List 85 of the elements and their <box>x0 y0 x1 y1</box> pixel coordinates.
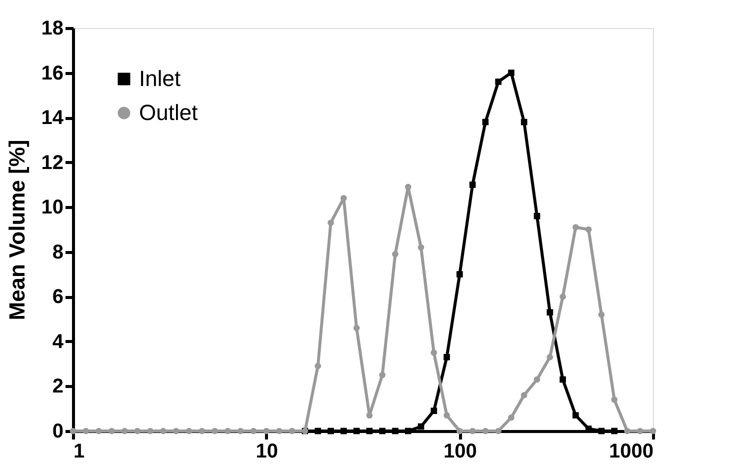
x-tick-label: 1 <box>74 440 85 462</box>
y-tick-label: 18 <box>41 18 64 40</box>
point <box>70 428 76 434</box>
point <box>508 70 514 76</box>
point <box>444 412 450 418</box>
point <box>379 372 386 378</box>
point <box>430 349 438 356</box>
point <box>404 184 412 190</box>
point <box>340 428 347 434</box>
point <box>456 428 463 434</box>
point <box>198 428 206 434</box>
point <box>598 311 605 318</box>
point <box>636 428 644 434</box>
y-tick-label: 2 <box>52 376 64 398</box>
point <box>366 412 373 418</box>
point <box>224 428 231 434</box>
point <box>546 354 554 360</box>
point <box>534 376 540 383</box>
y-tick-label: 6 <box>52 286 64 308</box>
point <box>482 118 489 126</box>
point <box>520 392 528 398</box>
point <box>160 428 166 434</box>
point <box>392 428 398 434</box>
y-tick-label: 8 <box>52 241 64 264</box>
point <box>469 428 476 434</box>
y-tick-label: 16 <box>41 62 64 84</box>
point <box>379 428 386 434</box>
point <box>520 118 528 126</box>
x-tick-label: 100 <box>443 440 477 462</box>
point <box>572 224 579 230</box>
point <box>314 428 322 434</box>
point <box>572 412 579 418</box>
point <box>353 428 360 434</box>
point <box>392 250 398 258</box>
point <box>366 428 373 434</box>
point <box>546 309 554 316</box>
legend-label: Outlet <box>139 100 198 125</box>
point <box>456 271 463 278</box>
point <box>444 354 450 360</box>
point <box>237 428 244 434</box>
point <box>611 396 618 403</box>
point <box>508 414 514 421</box>
point <box>650 428 656 434</box>
point <box>534 212 540 220</box>
point <box>585 226 592 233</box>
point <box>469 182 476 188</box>
point <box>560 376 566 383</box>
point <box>404 428 412 434</box>
point <box>495 428 502 434</box>
point <box>147 428 154 434</box>
point <box>418 423 424 430</box>
point <box>353 324 360 332</box>
x-tick-label: 10 <box>256 440 278 462</box>
y-tick-label: 12 <box>41 152 64 174</box>
y-tick-label: 14 <box>41 107 64 130</box>
point <box>82 428 90 434</box>
point <box>624 428 630 434</box>
y-tick-label: 10 <box>41 196 64 219</box>
point <box>482 428 489 434</box>
point <box>276 428 282 434</box>
point <box>263 428 270 434</box>
point <box>495 78 502 85</box>
point <box>288 428 296 434</box>
point <box>212 428 218 434</box>
legend-label: Inlet <box>139 66 181 91</box>
point <box>186 428 192 434</box>
point <box>328 428 334 434</box>
y-tick-label: 0 <box>52 420 64 442</box>
point <box>430 408 438 414</box>
point <box>96 428 102 434</box>
point <box>134 428 141 434</box>
point <box>598 428 605 434</box>
point <box>418 244 424 251</box>
point <box>250 428 257 434</box>
y-tick-label: 4 <box>52 330 64 353</box>
point <box>108 428 115 434</box>
point <box>121 428 128 434</box>
x-tick-label: 1000 <box>609 440 654 462</box>
point <box>611 428 618 434</box>
point <box>560 294 566 300</box>
point <box>314 362 322 370</box>
point <box>328 220 334 226</box>
point <box>340 195 347 202</box>
y-axis-title: Mean Volume [%] <box>4 140 30 320</box>
point <box>172 428 180 434</box>
